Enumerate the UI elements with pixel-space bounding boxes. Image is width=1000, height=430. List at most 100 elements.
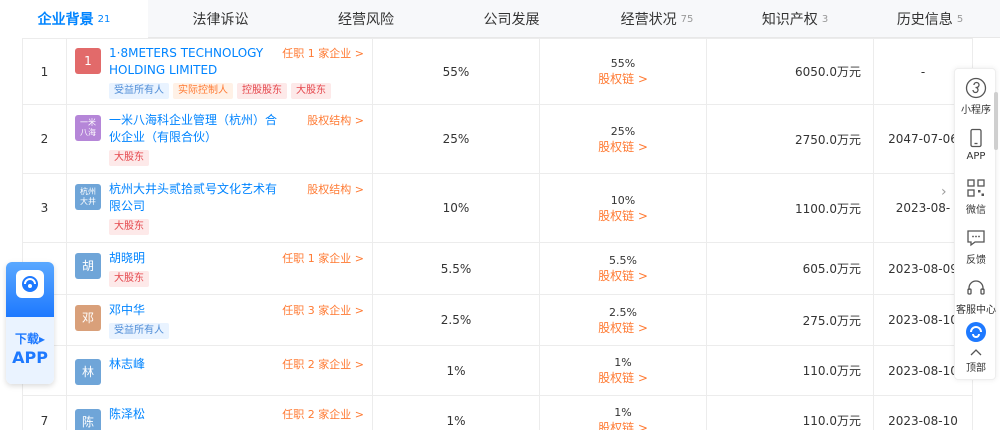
- benefit-ratio: 5.5%: [609, 254, 637, 267]
- download-label: 下载▸: [14, 332, 46, 346]
- table-row: 6 林 林志峰 任职 2 家企业 > 1% 1% 股权链 > 110.0万元 2…: [22, 345, 973, 396]
- role-tag: 大股东: [109, 271, 149, 287]
- equity-chain-link[interactable]: 股权链 >: [598, 371, 648, 385]
- holding-ratio: 10%: [372, 173, 540, 243]
- table-row: 4 胡 胡晓明 任职 1 家企业 > 大股东 5.5% 5.5% 股权链 > 6…: [22, 242, 973, 295]
- role-tag: 实际控制人: [173, 82, 233, 99]
- final-benefit-cell: 55% 股权链 >: [539, 38, 707, 105]
- app-label: APP: [966, 151, 986, 162]
- back-to-top-button[interactable]: 顶部: [955, 347, 997, 374]
- feedback-label: 反馈: [966, 255, 986, 266]
- holding-ratio: 25%: [372, 104, 540, 174]
- equity-chain-link[interactable]: 股权链 >: [598, 72, 648, 86]
- tab-count: 5: [956, 13, 964, 25]
- shareholder-detail-link[interactable]: 股权结构 >: [307, 114, 364, 127]
- shareholder-cell: 一米 八海 一米八海科企业管理（杭州）合伙企业（有限合伙） 股权结构 > 大股东: [66, 104, 373, 174]
- row-index: 3: [22, 173, 67, 243]
- tab-label: 历史信息: [896, 12, 953, 28]
- final-benefit-cell: 10% 股权链 >: [539, 173, 707, 243]
- equity-chain-link[interactable]: 股权链 >: [598, 269, 648, 283]
- customer-service-button[interactable]: 客服中心: [955, 277, 997, 316]
- shareholder-detail-link[interactable]: 股权结构 >: [307, 183, 364, 196]
- tab-history[interactable]: 历史信息 5: [860, 0, 1000, 38]
- subscribed-amount: 1100.0万元: [706, 173, 874, 243]
- equity-chain-link[interactable]: 股权链 >: [598, 421, 648, 430]
- headset-icon: [967, 280, 985, 295]
- shareholder-name-link[interactable]: 胡晓明: [109, 251, 146, 265]
- tab-operations[interactable]: 经营状况 75: [584, 0, 730, 38]
- tab-company-background[interactable]: 企业背景 21: [0, 0, 148, 38]
- tab-label: 法律诉讼: [192, 12, 249, 28]
- shareholder-cell: 1 1·8METERS TECHNOLOGY HOLDING LIMITED 任…: [66, 38, 373, 105]
- download-app-widget[interactable]: 下载▸ APP: [6, 262, 54, 384]
- shareholder-avatar: 一米 八海: [75, 115, 101, 141]
- miniprogram-button[interactable]: 小程序: [955, 77, 997, 116]
- shareholder-name-link[interactable]: 邓中华: [109, 302, 146, 317]
- role-tag: 大股东: [109, 219, 149, 235]
- feedback-button[interactable]: 反馈: [955, 227, 997, 266]
- benefit-ratio: 1%: [614, 356, 632, 369]
- holding-ratio: 55%: [372, 38, 540, 105]
- miniprogram-icon: [965, 77, 987, 99]
- tab-development[interactable]: 公司发展: [439, 0, 584, 38]
- subscribed-amount: 6050.0万元: [706, 38, 874, 105]
- tab-label: 经营风险: [338, 12, 394, 28]
- tab-count: 3: [821, 13, 829, 25]
- miniprogram-label: 小程序: [961, 105, 991, 116]
- subscribed-amount: 110.0万元: [706, 395, 874, 430]
- shareholder-detail-link[interactable]: 任职 1 家企业 >: [282, 46, 364, 60]
- shareholder-avatar: 陈: [75, 409, 101, 430]
- scrollbar-thumb[interactable]: [994, 92, 998, 150]
- tab-label: 经营状况: [620, 12, 677, 28]
- tab-ip[interactable]: 知识产权 3: [730, 0, 860, 38]
- subscribed-amount: 605.0万元: [706, 242, 874, 295]
- final-benefit-cell: 25% 股权链 >: [539, 104, 707, 174]
- qrcode-icon: [967, 179, 985, 197]
- shareholder-avatar: 胡: [75, 253, 101, 279]
- tab-label: 公司发展: [483, 12, 540, 28]
- shareholder-detail-link[interactable]: 任职 3 家企业 >: [282, 303, 364, 317]
- shareholder-detail-link[interactable]: 任职 1 家企业 >: [282, 252, 364, 265]
- wechat-qrcode-button[interactable]: 微信: [955, 177, 997, 216]
- tab-legal[interactable]: 法律诉讼: [148, 0, 293, 38]
- subscription-date: 2023-08-10: [873, 395, 973, 430]
- shareholder-detail-link[interactable]: 任职 2 家企业 >: [282, 358, 364, 371]
- shareholder-cell: 杭州 大井 杭州大井头贰拾贰号文化艺术有限公司 股权结构 > 大股东: [66, 173, 373, 243]
- benefit-ratio: 1%: [614, 406, 632, 419]
- side-toolbar: 小程序 APP 微信 反馈 客服中心 顶部: [954, 68, 996, 380]
- tab-bar: 企业背景 21 法律诉讼 经营风险 公司发展 经营状况 75 知识产权 3 历史信息 5: [0, 0, 1000, 38]
- app-button[interactable]: APP: [955, 127, 997, 162]
- shareholder-cell: 胡 胡晓明 任职 1 家企业 > 大股东: [66, 242, 373, 295]
- tab-count: 75: [680, 13, 694, 25]
- chat-bubble-icon: [967, 230, 985, 247]
- tab-risk[interactable]: 经营风险: [293, 0, 439, 38]
- final-benefit-cell: 5.5% 股权链 >: [539, 242, 707, 295]
- role-tag: 大股东: [109, 150, 149, 166]
- subscribed-amount: 2750.0万元: [706, 104, 874, 174]
- scroll-right-icon[interactable]: ›: [941, 184, 947, 200]
- tab-label: 知识产权: [761, 12, 818, 28]
- benefit-ratio: 55%: [610, 57, 636, 70]
- final-benefit-cell: 1% 股权链 >: [539, 345, 707, 396]
- shareholder-detail-link[interactable]: 任职 2 家企业 >: [282, 408, 364, 421]
- shareholder-name-link[interactable]: 杭州大井头贰拾贰号文化艺术有限公司: [109, 182, 278, 213]
- table-row: 5 邓 邓中华 任职 3 家企业 > 受益所有人 2.5% 2.5% 股权链 >…: [22, 294, 973, 346]
- shareholder-avatar: 邓: [75, 304, 101, 331]
- shareholder-name-link[interactable]: 陈泽松: [109, 407, 146, 421]
- holding-ratio: 1%: [372, 395, 540, 430]
- table-row: 2 一米 八海 一米八海科企业管理（杭州）合伙企业（有限合伙） 股权结构 > 大…: [22, 104, 973, 174]
- row-index: 1: [22, 38, 67, 105]
- equity-chain-link[interactable]: 股权链 >: [598, 208, 648, 223]
- final-benefit-cell: 1% 股权链 >: [539, 395, 707, 430]
- shareholder-name-link[interactable]: 1·8METERS TECHNOLOGY HOLDING LIMITED: [109, 45, 264, 77]
- phone-icon: [970, 128, 982, 148]
- equity-chain-link[interactable]: 股权链 >: [598, 320, 648, 335]
- shareholder-name-link[interactable]: 一米八海科企业管理（杭州）合伙企业（有限合伙）: [109, 113, 278, 144]
- wechat-label: 微信: [966, 205, 986, 216]
- shareholder-cell: 林 林志峰 任职 2 家企业 >: [66, 345, 373, 396]
- equity-chain-link[interactable]: 股权链 >: [598, 139, 648, 154]
- shareholder-avatar: 杭州 大井: [75, 184, 101, 210]
- tab-label: 企业背景: [37, 12, 94, 28]
- benefit-ratio: 10%: [610, 193, 636, 207]
- shareholder-name-link[interactable]: 林志峰: [109, 357, 146, 371]
